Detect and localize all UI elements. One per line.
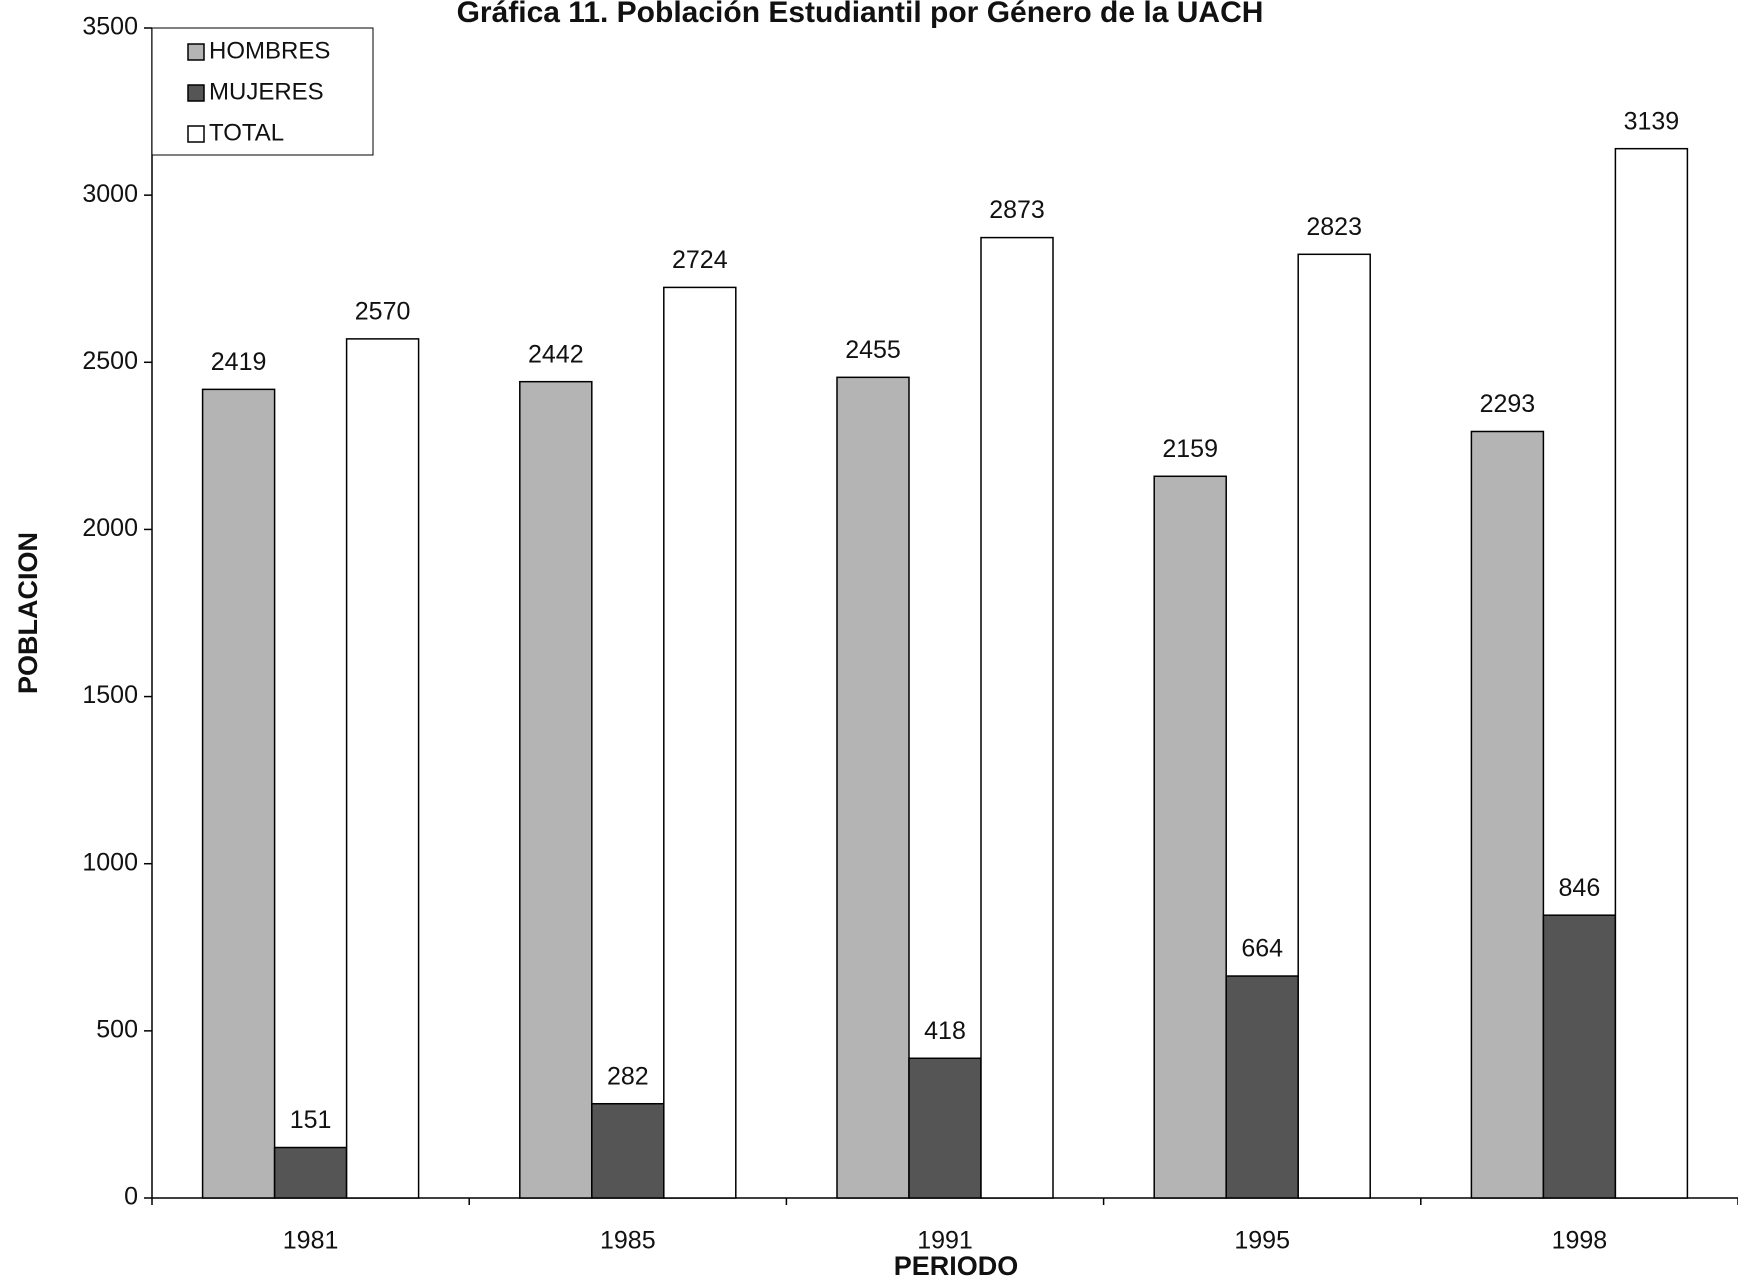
- value-label: 2873: [989, 196, 1045, 224]
- value-label: 2455: [845, 336, 901, 364]
- y-axis-title: POBLACION: [13, 532, 43, 694]
- bar: [836, 376, 910, 1199]
- value-label: 3139: [1624, 107, 1680, 135]
- y-tick-label: 500: [96, 1015, 138, 1043]
- bar: [1614, 147, 1689, 1199]
- bar: [980, 236, 1054, 1199]
- y-tick-label: 0: [124, 1183, 138, 1211]
- x-tick-label: 1995: [1234, 1227, 1290, 1255]
- bar: [663, 286, 737, 1199]
- legend-swatch: [187, 43, 205, 61]
- y-tick-label: 2500: [82, 347, 138, 375]
- legend-label: MUJERES: [209, 78, 324, 105]
- value-label: 664: [1241, 935, 1283, 963]
- bar: [908, 1057, 982, 1199]
- chart-title: Gráfica 11. Población Estudiantil por Gé…: [457, 0, 1264, 29]
- value-label: 151: [290, 1106, 332, 1134]
- value-label: 282: [607, 1062, 649, 1090]
- value-label: 2570: [355, 297, 411, 325]
- bar: [519, 380, 593, 1199]
- value-label: 2159: [1162, 435, 1218, 463]
- value-label: 2823: [1306, 213, 1362, 241]
- bar: [201, 388, 276, 1199]
- bar: [345, 338, 420, 1199]
- x-tick-label: 1991: [917, 1227, 973, 1255]
- bar: [1225, 975, 1299, 1199]
- value-label: 418: [924, 1017, 966, 1045]
- y-tick-label: 1500: [82, 681, 138, 709]
- value-label: 2442: [528, 340, 584, 368]
- y-tick-label: 1000: [82, 848, 138, 876]
- x-tick-label: 1985: [600, 1227, 656, 1255]
- x-tick-label: 1981: [283, 1227, 339, 1255]
- bar: [1542, 914, 1617, 1199]
- value-label: 2419: [211, 348, 267, 376]
- value-label: 2724: [672, 246, 728, 274]
- legend-swatch: [187, 125, 205, 143]
- y-tick-label: 2000: [82, 514, 138, 542]
- legend-label: HOMBRES: [209, 37, 330, 64]
- value-label: 846: [1559, 874, 1601, 902]
- y-tick-label: 3000: [82, 180, 138, 208]
- x-axis-title: PERIODO: [894, 1251, 1019, 1281]
- bar: [1153, 475, 1227, 1199]
- bar: [591, 1102, 665, 1199]
- bar: [1470, 430, 1545, 1199]
- x-tick-label: 1998: [1552, 1227, 1608, 1255]
- legend-label: TOTAL: [209, 119, 284, 146]
- bar: [1297, 253, 1371, 1199]
- legend-swatch: [187, 84, 205, 102]
- value-label: 2293: [1480, 390, 1536, 418]
- bar: [273, 1146, 348, 1199]
- y-tick-label: 3500: [82, 13, 138, 41]
